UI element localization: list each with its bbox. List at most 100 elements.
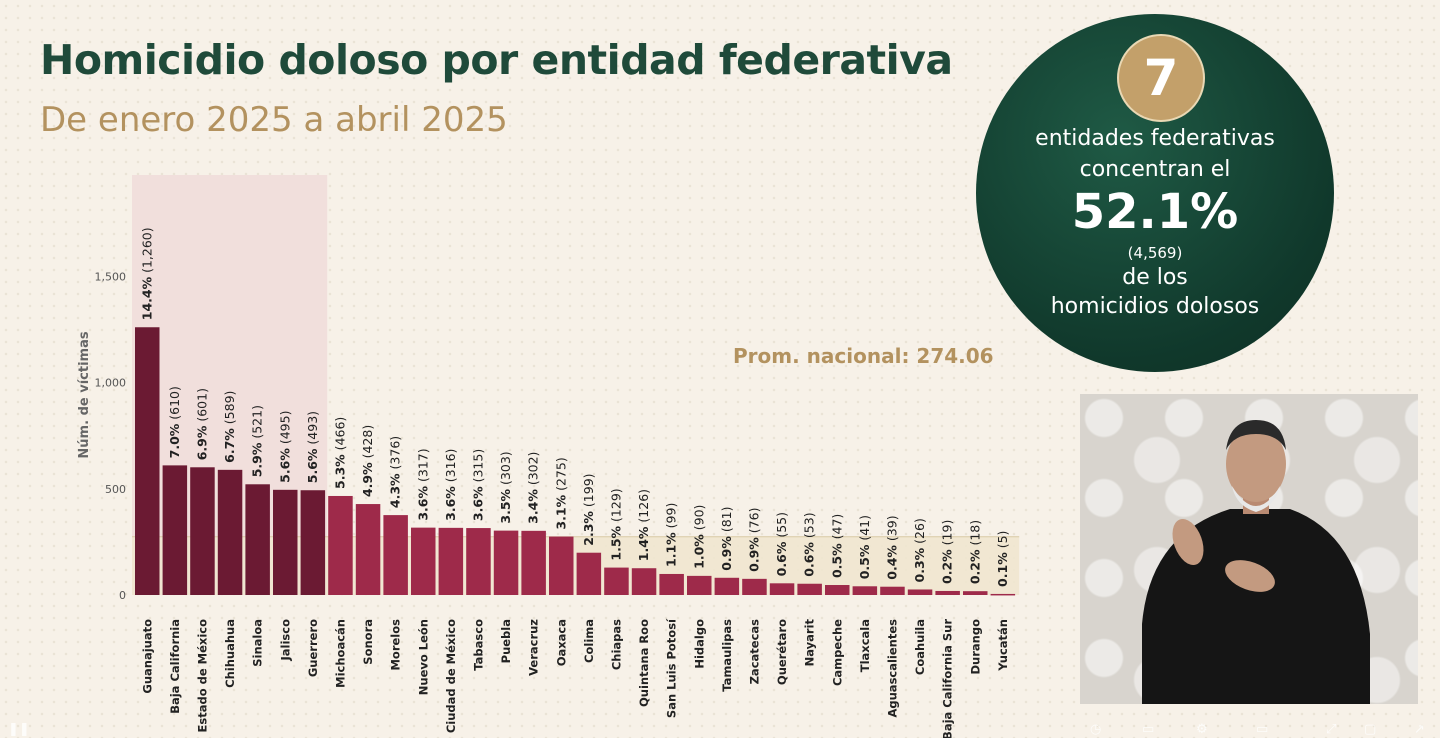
bar-data-label: 3.1% (275) bbox=[553, 457, 568, 529]
x-category-label: Jalisco bbox=[278, 619, 292, 662]
summary-line-3: de los bbox=[1122, 265, 1188, 290]
bar-count-label: (26) bbox=[912, 518, 927, 548]
bar-count-label: (39) bbox=[884, 515, 899, 545]
bar-count-label: (53) bbox=[802, 512, 817, 542]
x-category-label: Ciudad de México bbox=[444, 619, 458, 733]
bar-percent-label: 7.0% bbox=[167, 423, 182, 458]
bar-percent-label: 0.1% bbox=[995, 552, 1010, 587]
x-category-label: Sonora bbox=[361, 619, 375, 665]
bar-percent-label: 5.6% bbox=[277, 448, 292, 483]
bar bbox=[576, 552, 602, 595]
bar-percent-label: 4.3% bbox=[388, 473, 403, 508]
bar bbox=[797, 583, 822, 595]
bar-count-label: (493) bbox=[305, 411, 320, 449]
bar bbox=[687, 575, 712, 595]
bar-count-label: (5) bbox=[995, 531, 1010, 553]
x-category-label: Puebla bbox=[499, 619, 513, 663]
bar-count-label: (19) bbox=[940, 520, 955, 550]
x-category-label: Chiapas bbox=[609, 619, 623, 670]
x-category-label: Colima bbox=[582, 619, 596, 663]
bar-count-label: (55) bbox=[774, 512, 789, 542]
bar bbox=[493, 530, 519, 595]
bar bbox=[769, 583, 795, 595]
bar-data-label: 0.3% (26) bbox=[912, 518, 927, 582]
clock-icon[interactable]: ◷ bbox=[1090, 722, 1102, 737]
bar bbox=[190, 467, 215, 595]
bar-data-label: 0.4% (39) bbox=[884, 515, 899, 579]
x-category-label: Guanajuato bbox=[140, 619, 154, 694]
bar-count-label: (302) bbox=[526, 452, 541, 490]
bar bbox=[328, 495, 353, 595]
bar-data-label: 3.5% (303) bbox=[498, 451, 513, 523]
fullscreen-icon[interactable]: ⤢ bbox=[1326, 722, 1337, 737]
bar-data-label: 6.7% (589) bbox=[222, 391, 237, 463]
bar bbox=[880, 586, 905, 595]
bar bbox=[245, 484, 270, 595]
bar-data-label: 5.6% (495) bbox=[277, 411, 292, 483]
x-category-label: Michoacán bbox=[333, 619, 347, 688]
x-category-label: Oaxaca bbox=[554, 619, 568, 666]
bar bbox=[383, 515, 408, 595]
bar-percent-label: 5.6% bbox=[305, 448, 320, 483]
share-icon[interactable]: ↗ bbox=[1414, 722, 1425, 737]
bar-percent-label: 14.4% bbox=[139, 276, 154, 320]
bar-count-label: (275) bbox=[553, 457, 568, 495]
x-category-label: Yucatán bbox=[996, 619, 1010, 672]
bar-count-label: (610) bbox=[167, 386, 182, 424]
x-category-label: San Luis Potosí bbox=[665, 618, 679, 718]
bar-data-label: 3.6% (315) bbox=[470, 449, 485, 521]
bar bbox=[273, 489, 298, 595]
x-category-label: Quintana Roo bbox=[637, 619, 651, 707]
summary-circle: 7 entidades federativas concentran el 52… bbox=[976, 14, 1334, 372]
bar bbox=[217, 469, 243, 595]
bar-data-label: 4.9% (428) bbox=[360, 425, 375, 497]
bar-count-label: (303) bbox=[498, 451, 513, 489]
bar-count-label: (495) bbox=[277, 411, 292, 449]
bar-data-label: 0.9% (81) bbox=[719, 506, 734, 570]
bar-data-label: 0.5% (47) bbox=[829, 514, 844, 578]
bar bbox=[963, 591, 988, 595]
summary-line-4: homicidios dolosos bbox=[1050, 294, 1260, 319]
y-tick-label: 0 bbox=[119, 589, 126, 602]
x-category-label: Hidalgo bbox=[692, 619, 706, 669]
bar bbox=[355, 504, 381, 595]
bar-percent-label: 3.4% bbox=[526, 489, 541, 524]
bar bbox=[135, 327, 160, 595]
bar bbox=[714, 577, 740, 595]
x-category-label: Zacatecas bbox=[747, 619, 761, 685]
captions-icon[interactable]: ▭ bbox=[1256, 722, 1269, 737]
bar-count-label: (1,260) bbox=[139, 227, 154, 277]
bar-count-label: (316) bbox=[443, 449, 458, 487]
x-category-label: Nuevo León bbox=[416, 619, 430, 695]
gear-icon[interactable]: ⚙ bbox=[1196, 722, 1208, 737]
x-category-label: Chihuahua bbox=[223, 619, 237, 688]
bar-percent-label: 0.9% bbox=[746, 537, 761, 572]
bar bbox=[990, 593, 1016, 596]
bar-data-label: 0.2% (18) bbox=[967, 520, 982, 584]
x-category-label: Estado de México bbox=[195, 619, 209, 733]
bar-percent-label: 0.3% bbox=[912, 547, 927, 582]
bar-data-label: 14.4% (1,260) bbox=[139, 227, 154, 320]
bar-percent-label: 0.6% bbox=[774, 541, 789, 576]
y-tick-label: 1,500 bbox=[95, 270, 127, 283]
bar-percent-label: 3.1% bbox=[553, 494, 568, 529]
bar-percent-label: 3.6% bbox=[443, 486, 458, 521]
bar-data-label: 7.0% (610) bbox=[167, 386, 182, 458]
x-category-label: Veracruz bbox=[527, 619, 541, 676]
bar-percent-label: 0.6% bbox=[802, 542, 817, 577]
bar-data-label: 0.5% (41) bbox=[857, 515, 872, 579]
bar-data-label: 5.3% (466) bbox=[332, 417, 347, 489]
bar bbox=[466, 528, 491, 595]
window-icon[interactable]: ▢ bbox=[1364, 722, 1377, 737]
bar-data-label: 1.0% (90) bbox=[691, 505, 706, 569]
bar-data-label: 0.9% (76) bbox=[746, 508, 761, 572]
bar-count-label: (376) bbox=[388, 436, 403, 474]
bar-count-label: (466) bbox=[332, 417, 347, 455]
bar-count-label: (90) bbox=[691, 505, 706, 535]
bar bbox=[411, 527, 436, 595]
clapper-icon[interactable]: ▭ bbox=[1142, 722, 1155, 737]
bar-data-label: 2.3% (199) bbox=[581, 473, 596, 545]
pause-icon[interactable]: ❚❚ bbox=[8, 722, 30, 737]
bar-percent-label: 6.9% bbox=[194, 425, 209, 460]
